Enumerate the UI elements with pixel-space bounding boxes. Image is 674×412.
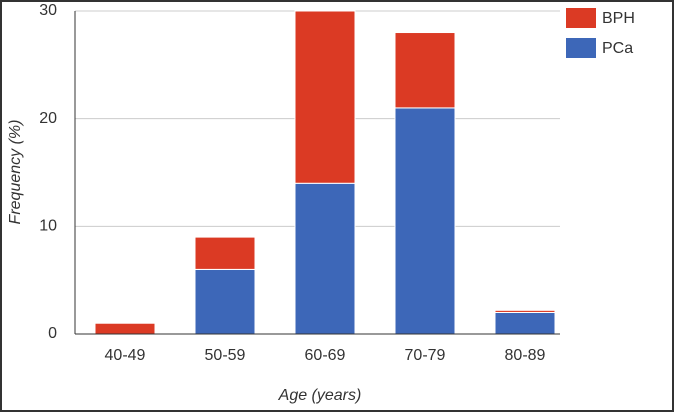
x-axis-title: Age (years)	[278, 387, 362, 404]
y-tick-label: 30	[39, 2, 57, 19]
x-tick-label: 80-89	[505, 347, 546, 364]
legend-swatch	[566, 38, 596, 58]
legend-label: BPH	[602, 10, 635, 27]
y-axis-title: Frequency (%)	[7, 120, 24, 225]
bar-segment	[194, 236, 256, 270]
y-tick-label: 0	[48, 325, 57, 342]
x-tick-label: 40-49	[105, 347, 146, 364]
bar-segment	[94, 322, 156, 335]
legend-swatch	[566, 8, 596, 28]
y-tick-label: 10	[39, 218, 57, 235]
y-tick-label: 20	[39, 110, 57, 127]
bar-segment	[294, 10, 356, 184]
bar-segment	[294, 182, 356, 335]
x-tick-label: 70-79	[405, 347, 446, 364]
bar-segment	[394, 107, 456, 335]
bar-segment	[494, 309, 556, 313]
bar-segment	[394, 32, 456, 109]
x-tick-label: 50-59	[205, 347, 246, 364]
bar-segment	[194, 268, 256, 335]
x-tick-label: 60-69	[305, 347, 346, 364]
legend-label: PCa	[602, 40, 633, 57]
bar-segment	[494, 311, 556, 335]
